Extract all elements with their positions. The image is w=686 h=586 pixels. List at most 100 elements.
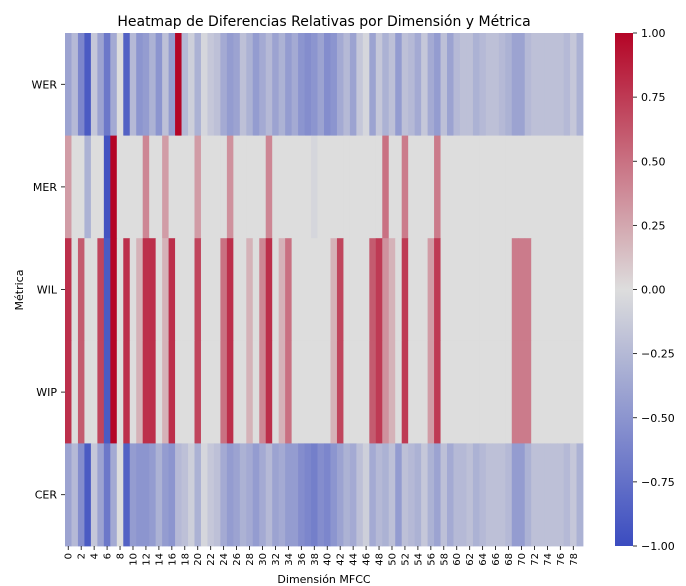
heatmap-cell <box>162 33 170 136</box>
heatmap-cell <box>427 135 435 239</box>
heatmap-cell <box>291 238 299 342</box>
heatmap-cell <box>129 238 137 342</box>
heatmap-cell <box>226 238 234 342</box>
heatmap-cell <box>343 443 351 547</box>
heatmap-cell <box>570 340 577 444</box>
heatmap-cell <box>492 443 500 547</box>
colorbar-tick-label: −0.50 <box>641 412 675 425</box>
heatmap-cell <box>252 33 260 136</box>
heatmap-cell <box>375 33 383 136</box>
colorbar-tick-label: 0.25 <box>641 219 666 232</box>
heatmap-cell <box>421 238 429 342</box>
heatmap-cell <box>324 238 331 342</box>
heatmap-cell <box>401 443 409 547</box>
heatmap-cell <box>233 135 241 239</box>
row-label: CER <box>35 489 58 502</box>
heatmap-cell <box>110 33 118 136</box>
heatmap-cell <box>188 443 195 547</box>
heatmap-cell <box>71 135 79 239</box>
heatmap-cell <box>518 33 526 136</box>
x-tick-label: 78 <box>569 553 580 566</box>
heatmap-cell <box>129 135 137 239</box>
heatmap-cell <box>136 33 144 136</box>
heatmap-cell <box>123 443 131 547</box>
heatmap-cell <box>97 238 105 342</box>
heatmap-cell <box>155 238 163 342</box>
heatmap-cell <box>311 238 318 342</box>
heatmap-cell <box>304 33 312 136</box>
x-tick-label: 26 <box>232 553 243 566</box>
heatmap-cell <box>324 135 331 239</box>
heatmap-cell <box>382 340 390 444</box>
heatmap-cell <box>466 340 474 444</box>
heatmap-cell <box>498 33 506 136</box>
heatmap-cell <box>116 340 124 444</box>
heatmap-cell <box>116 443 124 547</box>
heatmap-cell <box>414 340 422 444</box>
x-tick-label: 54 <box>413 553 424 566</box>
heatmap-cell <box>233 33 241 136</box>
heatmap-cell <box>285 135 293 239</box>
heatmap-cell <box>213 33 221 136</box>
heatmap-cell <box>362 135 370 239</box>
heatmap-cell <box>291 443 299 547</box>
heatmap-cell <box>427 33 435 136</box>
heatmap-cell <box>246 33 254 136</box>
heatmap-cell <box>155 135 163 239</box>
x-tick-label: 42 <box>336 553 347 566</box>
x-tick-label: 74 <box>543 553 554 566</box>
heatmap-cell <box>395 135 403 239</box>
row-label: WIL <box>37 284 58 297</box>
heatmap-cell <box>421 33 429 136</box>
heatmap-cell <box>285 443 293 547</box>
heatmap-cell <box>175 33 182 136</box>
heatmap-cell <box>434 443 441 547</box>
heatmap-cell <box>175 443 182 547</box>
heatmap-cell <box>220 238 228 342</box>
heatmap-cell <box>84 340 92 444</box>
heatmap-cell <box>388 135 396 239</box>
heatmap-cell <box>505 443 513 547</box>
x-tick-label: 76 <box>556 553 567 566</box>
heatmap-cell <box>421 135 429 239</box>
x-tick-label: 62 <box>465 553 476 566</box>
x-tick-label: 14 <box>154 553 165 566</box>
heatmap-cell <box>576 443 584 547</box>
heatmap-cell <box>90 135 98 239</box>
heatmap-cell <box>110 238 118 342</box>
heatmap-cell <box>65 33 72 136</box>
heatmap-cell <box>544 238 552 342</box>
heatmap-cell <box>136 135 144 239</box>
heatmap-cell <box>330 135 338 239</box>
heatmap-cell <box>563 340 571 444</box>
heatmap-cell <box>181 443 189 547</box>
heatmap-cell <box>298 443 305 547</box>
x-tick-label: 36 <box>297 553 308 566</box>
heatmap-cell <box>226 443 234 547</box>
heatmap-cell <box>188 33 195 136</box>
x-tick-label: 40 <box>323 553 334 566</box>
heatmap-cell <box>259 238 267 342</box>
x-axis-label: Dimensión MFCC <box>277 573 370 586</box>
heatmap-cell <box>265 33 273 136</box>
heatmap-cell <box>142 340 150 444</box>
heatmap-cell <box>453 135 461 239</box>
heatmap-cell <box>239 238 247 342</box>
heatmap-cell <box>537 443 545 547</box>
heatmap-cell <box>142 443 150 547</box>
x-tick-label: 22 <box>206 553 217 566</box>
heatmap-cell <box>388 443 396 547</box>
heatmap-cell <box>207 33 215 136</box>
heatmap-cell <box>356 443 364 547</box>
x-tick-label: 64 <box>478 553 489 566</box>
heatmap-cell <box>285 340 293 444</box>
heatmap-cell <box>472 340 480 444</box>
heatmap-cell <box>531 135 539 239</box>
heatmap-cell <box>65 340 72 444</box>
heatmap-cell <box>537 238 545 342</box>
heatmap-cell <box>576 135 584 239</box>
heatmap-cell <box>485 135 493 239</box>
heatmap-cell <box>531 443 539 547</box>
colorbar-tick-label: 0.50 <box>641 155 666 168</box>
heatmap-cell <box>459 135 467 239</box>
